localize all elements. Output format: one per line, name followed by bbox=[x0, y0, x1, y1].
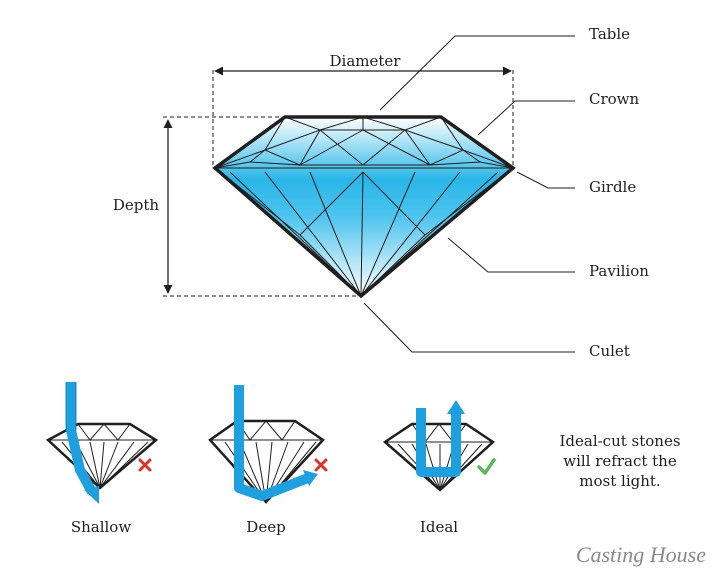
deep-label: Deep bbox=[246, 518, 285, 536]
shallow-diamond: Shallow bbox=[45, 382, 159, 536]
note-line-1: Ideal-cut stones bbox=[559, 432, 680, 450]
ideal-label: Ideal bbox=[420, 518, 458, 536]
depth-measure: Depth bbox=[113, 116, 361, 297]
brand-logo: Casting House bbox=[576, 542, 706, 567]
note: Ideal-cut stones will refract the most l… bbox=[559, 432, 680, 490]
red-x-icon bbox=[314, 458, 328, 472]
girdle-label: Girdle bbox=[589, 178, 636, 196]
depth-label: Depth bbox=[113, 196, 160, 214]
shallow-label: Shallow bbox=[71, 518, 132, 536]
crown-label: Crown bbox=[589, 90, 640, 108]
diameter-measure: Diameter bbox=[212, 52, 514, 166]
pavilion-label: Pavilion bbox=[589, 262, 649, 280]
diamond-body bbox=[215, 117, 513, 296]
deep-diamond: Deep bbox=[208, 385, 328, 536]
main-diamond bbox=[212, 115, 516, 299]
diameter-label: Diameter bbox=[330, 52, 402, 70]
red-x-icon bbox=[138, 458, 152, 472]
culet-label: Culet bbox=[589, 342, 630, 360]
ideal-diamond: Ideal bbox=[382, 400, 496, 536]
green-check-icon bbox=[477, 458, 496, 475]
note-line-3: most light. bbox=[579, 472, 660, 490]
crown-facets bbox=[214, 116, 514, 169]
table-label: Table bbox=[589, 25, 630, 43]
note-line-2: will refract the bbox=[563, 452, 677, 470]
leaders bbox=[363, 35, 575, 353]
diamond-outline bbox=[212, 115, 516, 299]
